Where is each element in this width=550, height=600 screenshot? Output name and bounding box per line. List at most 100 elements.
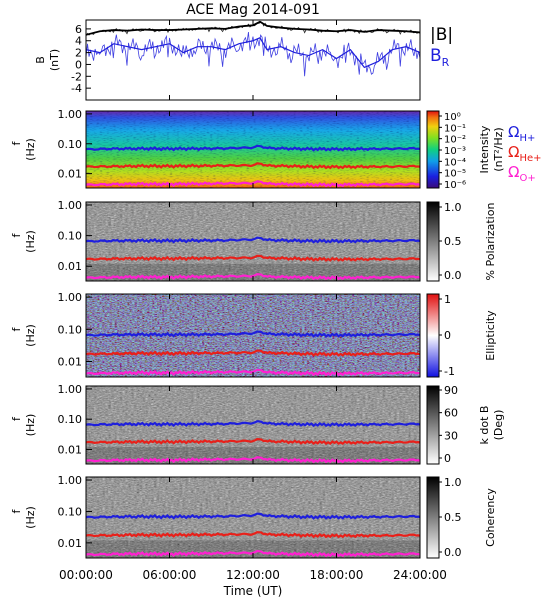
y-axis-unit: (Hz) (24, 138, 37, 161)
colorbar-tick-label: 30 (444, 429, 458, 442)
colorbar-label: % Polarization (484, 203, 497, 281)
y-tick-label: 1.00 (58, 474, 83, 487)
plot-area (86, 20, 420, 100)
panel-kdotb: 1.00 0.10 0.01 f (Hz) 90 60 30 0 k dot B (Deg) (10, 383, 505, 465)
y-tick-label: 0.10 (58, 138, 83, 151)
colorbar-label: Intensity (478, 125, 491, 173)
legend-gyro-sub: O+ (519, 173, 535, 184)
y-tick-label: 0.10 (58, 505, 83, 518)
gyro-line-oplus (85, 549, 421, 558)
series-detail-b-r (85, 32, 421, 77)
gyro-line-heplus (85, 162, 421, 170)
gyro-line-hplus (85, 420, 421, 428)
colorbar-tick-label: 60 (444, 407, 458, 420)
colorbar-tick-label: 1 (444, 293, 451, 306)
colorbar-tick-label: 10⁻³ (444, 146, 466, 157)
colorbar (426, 293, 440, 378)
y-tick-label: 0.10 (58, 323, 83, 336)
legend-gyro-hplus: ΩH+ (508, 123, 535, 144)
y-tick-label: 0.01 (58, 443, 83, 456)
legend-b-total: |B| (430, 25, 453, 45)
y-tick-label: 1.00 (58, 383, 83, 396)
y-tick-label: 1.00 (58, 108, 83, 121)
y-tick-label: 0.01 (58, 356, 83, 369)
colorbar-tick-label: -1 (444, 365, 455, 378)
legend-gyro-heplus: ΩHe+ (508, 143, 542, 164)
colorbar-label: k dot B (478, 406, 491, 445)
colorbar-tick-label: 10⁰ (444, 112, 461, 123)
legend-gyro-oplus: ΩO+ (508, 163, 536, 184)
colorbar (426, 110, 440, 189)
y-tick-label: 0.01 (58, 537, 83, 550)
gyro-line-oplus (85, 368, 421, 377)
colorbar-tick-label: 10⁻¹ (444, 123, 466, 134)
x-tick-label: 18:00:00 (310, 568, 364, 582)
chart-title: ACE Mag 2014-091 (186, 2, 320, 18)
legend-gyro-sub: H+ (519, 133, 535, 144)
x-tick-label: 12:00:00 (226, 568, 280, 582)
y-tick-label: 6 (75, 23, 82, 36)
y-tick-label: 1.00 (58, 291, 83, 304)
colorbar-label: Coherency (484, 488, 497, 547)
y-tick-label: 0 (75, 58, 82, 71)
colorbar-tick-label: 0.5 (444, 511, 462, 524)
y-axis-unit: (Hz) (24, 414, 37, 437)
gyro-line-hplus (85, 144, 421, 152)
y-tick-label: 0.10 (58, 413, 83, 426)
colorbar-label: Ellipticity (484, 310, 497, 361)
y-tick-label: 2 (75, 47, 82, 60)
colorbar-tick-label: 90 (444, 384, 458, 397)
y-axis-unit: (Hz) (24, 506, 37, 529)
colorbar (426, 385, 440, 465)
y-tick-label: 0.01 (58, 260, 83, 273)
x-tick-label: 06:00:00 (143, 568, 197, 582)
colorbar-tick-label: 10⁻⁴ (444, 157, 466, 168)
colorbar-tick-label: 0 (444, 452, 451, 465)
y-tick-label: -2 (71, 70, 82, 83)
colorbar-tick-label: 10⁻² (444, 135, 466, 146)
legend-b-r: BR (430, 46, 450, 69)
gyro-line-hplus (85, 236, 421, 244)
gyro-line-hplus (85, 512, 421, 520)
y-axis-label: B (34, 56, 47, 64)
colorbar-tick-label: 0.5 (444, 235, 462, 248)
x-axis-label: Time (UT) (223, 584, 283, 598)
y-axis-label: f (10, 326, 23, 331)
y-tick-label: 1.00 (58, 199, 83, 212)
colorbar-tick-label: 0.0 (444, 269, 462, 282)
panel-polarization: 1.00 0.10 0.01 f (Hz) 1.0 0.5 0.0 % Polarization (10, 199, 497, 282)
y-axis-label: f (10, 416, 23, 421)
panel-intensity: 1.00 0.10 0.01 f (Hz) 10⁰10⁻¹10⁻²10⁻³10⁻⁴10⁻⁵… (10, 108, 542, 191)
x-tick-label: 24:00:00 (393, 568, 447, 582)
gyro-line-heplus (85, 437, 421, 446)
y-tick-label: -4 (71, 82, 82, 95)
panel-ellipticity: 1.00 0.10 0.01 f (Hz) 1 0 -1 Ellipticity (10, 291, 497, 378)
gyro-line-hplus (85, 330, 421, 338)
y-axis-unit: (nT) (48, 49, 61, 71)
y-tick-label: 0.01 (58, 168, 83, 181)
colorbar-tick-label: 1.0 (444, 201, 462, 214)
colorbar-tick-label: 10⁻⁵ (444, 169, 466, 180)
y-axis-unit: (Hz) (24, 230, 37, 253)
y-axis-label: f (10, 508, 23, 513)
colorbar-unit: (nT²/Hz) (492, 127, 505, 171)
y-axis-unit: (Hz) (24, 324, 37, 347)
panel-coherency: 1.00 0.10 0.01 f (Hz) 1.0 0.5 0.0 Coherency (10, 474, 497, 559)
panel-frame (85, 19, 421, 101)
colorbar-tick-label: 1.0 (444, 476, 462, 489)
colorbar-unit: (Deg) (492, 410, 505, 441)
colorbar-tick-label: 0.0 (444, 546, 462, 559)
gyro-line-heplus (85, 254, 421, 262)
legend-b-r-sub: R (442, 56, 450, 69)
gyro-line-heplus (85, 531, 421, 539)
y-axis-label: f (10, 232, 23, 237)
x-tick-label: 00:00:00 (59, 568, 113, 582)
colorbar-tick-label: 0 (444, 329, 451, 342)
y-tick-label: 4 (75, 35, 82, 48)
legend-gyro-sub: He+ (519, 153, 541, 164)
colorbar (426, 201, 440, 282)
gyro-line-heplus (85, 349, 421, 357)
y-axis-label: f (10, 140, 23, 145)
